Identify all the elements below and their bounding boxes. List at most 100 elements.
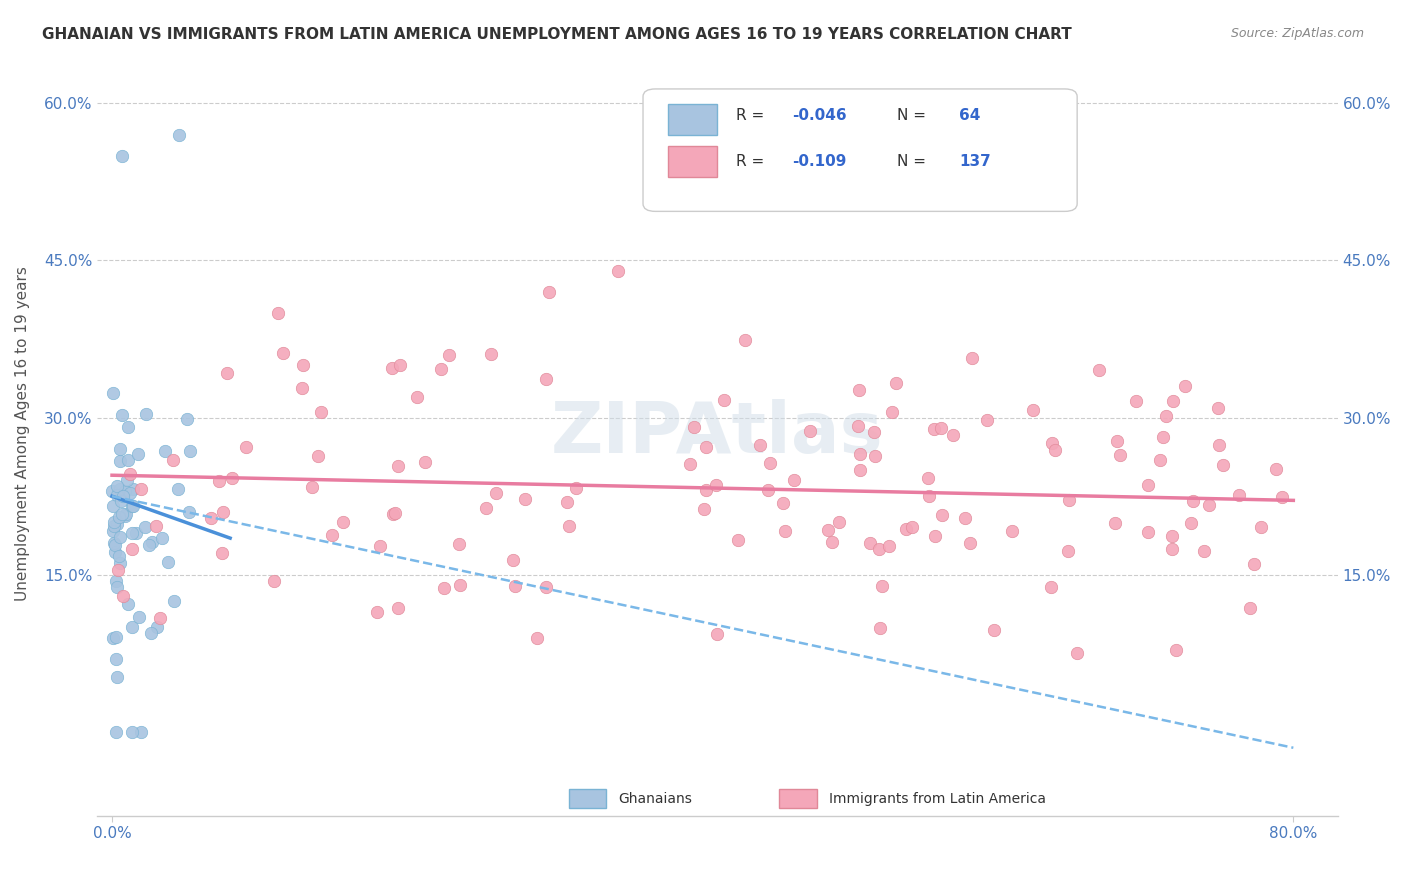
Point	[1043, 443, 1066, 458]
Point	[929, 421, 952, 435]
Point	[846, 419, 869, 434]
Point	[176, 412, 198, 426]
Point	[503, 579, 526, 593]
Point	[321, 528, 343, 542]
Text: GHANAIAN VS IMMIGRANTS FROM LATIN AMERICA UNEMPLOYMENT AMONG AGES 16 TO 19 YEARS: GHANAIAN VS IMMIGRANTS FROM LATIN AMERIC…	[42, 27, 1071, 42]
Point	[129, 482, 152, 496]
Point	[821, 534, 844, 549]
Point	[526, 631, 548, 645]
Point	[117, 453, 139, 467]
Point	[513, 492, 536, 507]
Point	[107, 563, 129, 577]
Point	[129, 725, 152, 739]
Point	[1250, 520, 1272, 534]
Point	[1108, 448, 1130, 462]
Point	[221, 471, 243, 485]
Point	[103, 518, 125, 533]
Text: 64: 64	[959, 108, 981, 123]
Point	[918, 490, 941, 504]
Point	[1227, 488, 1250, 502]
Point	[1181, 494, 1204, 508]
Point	[235, 440, 257, 454]
Point	[959, 536, 981, 550]
Point	[121, 500, 143, 514]
Point	[827, 515, 849, 529]
Point	[389, 358, 412, 372]
Point	[1206, 401, 1229, 416]
Point	[955, 510, 977, 524]
Point	[536, 371, 558, 385]
Point	[101, 386, 124, 401]
Point	[157, 555, 180, 569]
Text: Ghanaians: Ghanaians	[619, 792, 692, 806]
Point	[121, 499, 143, 513]
Point	[1137, 525, 1160, 540]
Point	[1001, 524, 1024, 539]
Point	[366, 605, 388, 619]
Point	[1137, 478, 1160, 492]
Point	[211, 505, 233, 519]
Text: Immigrants from Latin America: Immigrants from Latin America	[830, 792, 1046, 806]
Point	[922, 422, 945, 436]
Point	[859, 535, 882, 549]
Point	[108, 556, 131, 570]
Point	[863, 425, 886, 440]
Point	[1040, 435, 1063, 450]
Point	[931, 508, 953, 522]
Point	[104, 545, 127, 559]
Point	[145, 620, 167, 634]
Point	[1066, 646, 1088, 660]
Point	[606, 264, 628, 278]
Point	[695, 483, 717, 497]
Point	[848, 383, 870, 397]
Point	[924, 529, 946, 543]
Point	[108, 509, 131, 524]
Point	[704, 478, 727, 492]
Point	[104, 651, 127, 665]
Point	[849, 447, 872, 461]
Point	[727, 533, 749, 547]
Y-axis label: Unemployment Among Ages 16 to 19 years: Unemployment Among Ages 16 to 19 years	[15, 266, 30, 600]
Point	[103, 515, 125, 529]
Point	[215, 366, 238, 380]
Point	[301, 480, 323, 494]
Point	[149, 610, 172, 624]
Point	[817, 523, 839, 537]
Point	[110, 494, 132, 508]
Text: N =: N =	[897, 108, 927, 123]
Point	[111, 507, 134, 521]
Point	[162, 453, 184, 467]
Point	[437, 348, 460, 362]
Point	[877, 539, 900, 553]
Point	[682, 420, 704, 434]
Point	[1149, 452, 1171, 467]
Point	[101, 484, 124, 499]
Point	[381, 507, 404, 521]
Point	[679, 457, 702, 471]
Point	[713, 393, 735, 408]
Point	[1180, 516, 1202, 531]
Point	[101, 499, 124, 513]
Point	[111, 589, 134, 603]
Point	[976, 413, 998, 427]
Point	[758, 456, 780, 470]
Point	[200, 510, 222, 524]
Point	[475, 501, 498, 516]
Text: ZIPAtlas: ZIPAtlas	[551, 399, 884, 467]
FancyBboxPatch shape	[568, 789, 606, 808]
Point	[1125, 393, 1147, 408]
Point	[138, 537, 160, 551]
Point	[1271, 490, 1294, 504]
Point	[433, 581, 456, 595]
Point	[110, 530, 132, 544]
Point	[1163, 394, 1185, 409]
Point	[1164, 643, 1187, 657]
Point	[121, 526, 143, 541]
Point	[479, 347, 502, 361]
Point	[167, 483, 190, 497]
Point	[485, 485, 508, 500]
Point	[381, 360, 404, 375]
Point	[447, 537, 470, 551]
Point	[1154, 409, 1177, 423]
Point	[849, 463, 872, 477]
